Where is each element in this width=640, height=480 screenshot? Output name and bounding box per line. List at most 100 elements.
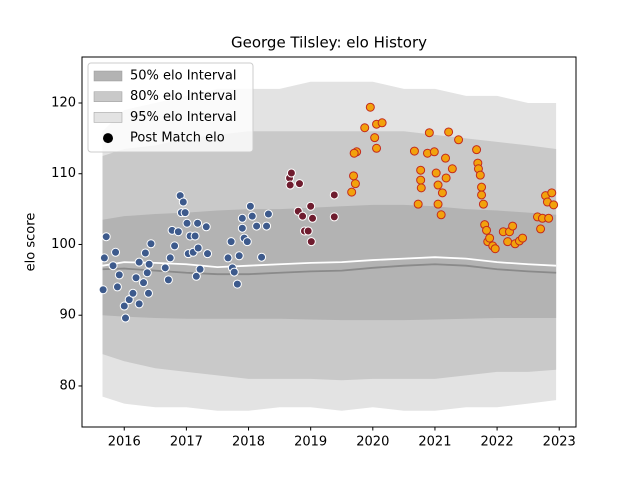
match-point <box>518 233 528 243</box>
match-point <box>349 148 359 158</box>
x-tick-label: 2018 <box>232 435 265 450</box>
match-point <box>477 190 487 200</box>
match-point <box>306 237 316 247</box>
match-point <box>544 213 554 223</box>
match-point <box>101 232 111 242</box>
match-point <box>547 188 557 198</box>
match-point <box>182 218 192 228</box>
match-point <box>441 153 451 163</box>
legend-swatch <box>93 112 123 123</box>
legend-box <box>87 62 254 153</box>
match-point <box>372 143 382 153</box>
match-point <box>306 201 316 211</box>
match-point <box>134 257 144 267</box>
match-point <box>108 261 118 271</box>
match-point <box>349 171 359 181</box>
match-point <box>229 267 239 277</box>
match-point <box>429 147 439 157</box>
match-point <box>120 313 130 323</box>
match-point <box>347 187 357 197</box>
legend-label: 95% elo Interval <box>130 110 237 125</box>
x-tick-label: 2016 <box>108 435 141 450</box>
match-point <box>431 168 441 178</box>
match-point <box>140 248 150 258</box>
match-point <box>472 145 482 155</box>
y-tick-label: 90 <box>59 308 76 323</box>
match-point <box>424 128 434 138</box>
match-point <box>536 224 546 234</box>
match-point <box>416 165 426 175</box>
match-point <box>416 183 426 193</box>
y-tick-label: 110 <box>51 166 76 181</box>
match-point <box>144 259 154 269</box>
legend-swatch <box>93 70 123 82</box>
match-point <box>191 271 201 281</box>
match-point <box>134 299 144 309</box>
match-point <box>485 233 495 243</box>
match-point <box>131 273 141 283</box>
match-point <box>237 223 247 233</box>
match-point <box>549 200 559 210</box>
match-point <box>308 213 318 223</box>
match-point <box>226 237 236 247</box>
x-tick-label: 2019 <box>294 435 327 450</box>
match-point <box>190 231 200 241</box>
x-tick-label: 2017 <box>170 435 203 450</box>
match-point <box>257 252 267 262</box>
match-point <box>285 180 295 190</box>
y-axis-label: elo score <box>24 213 39 272</box>
match-point <box>252 221 262 231</box>
match-point <box>163 275 173 285</box>
y-tick-label: 100 <box>51 237 76 252</box>
legend-label: Post Match elo <box>130 131 225 146</box>
match-point <box>490 244 500 254</box>
match-point <box>232 279 242 289</box>
match-point <box>447 164 457 174</box>
plot-frame <box>81 56 577 428</box>
match-point <box>242 237 252 247</box>
match-point <box>180 208 190 218</box>
y-tick-label: 80 <box>59 378 76 393</box>
match-point <box>143 288 153 298</box>
match-point <box>370 133 380 143</box>
match-point <box>139 278 149 288</box>
match-point <box>503 237 513 247</box>
x-tick-label: 2020 <box>356 435 389 450</box>
match-point <box>433 199 443 209</box>
match-point <box>165 253 175 263</box>
match-point <box>482 225 492 235</box>
match-point <box>444 127 454 137</box>
x-tick-label: 2023 <box>543 435 576 450</box>
match-point <box>98 285 108 295</box>
match-point <box>441 173 451 183</box>
match-point <box>178 197 188 207</box>
y-tick-label: 120 <box>51 95 76 110</box>
match-point <box>303 226 313 236</box>
match-point <box>201 222 211 232</box>
legend-marker <box>103 133 113 144</box>
match-point <box>99 253 109 263</box>
match-point <box>245 201 255 211</box>
median-line <box>102 263 557 276</box>
match-point <box>286 168 296 178</box>
match-point <box>454 135 464 145</box>
match-point <box>203 249 213 259</box>
match-point <box>360 123 370 133</box>
match-point <box>195 264 205 274</box>
match-point <box>436 210 446 220</box>
match-point <box>223 253 233 263</box>
match-point <box>173 227 183 237</box>
match-point <box>262 221 272 231</box>
median-line <box>102 256 557 269</box>
legend-label: 50% elo Interval <box>130 69 237 84</box>
match-point <box>329 190 339 200</box>
match-point <box>193 218 203 228</box>
match-point <box>193 243 203 253</box>
match-point <box>350 179 360 189</box>
match-point <box>433 180 443 190</box>
match-point <box>298 211 308 221</box>
match-point <box>114 270 124 280</box>
match-point <box>329 212 339 222</box>
match-point <box>146 239 156 249</box>
